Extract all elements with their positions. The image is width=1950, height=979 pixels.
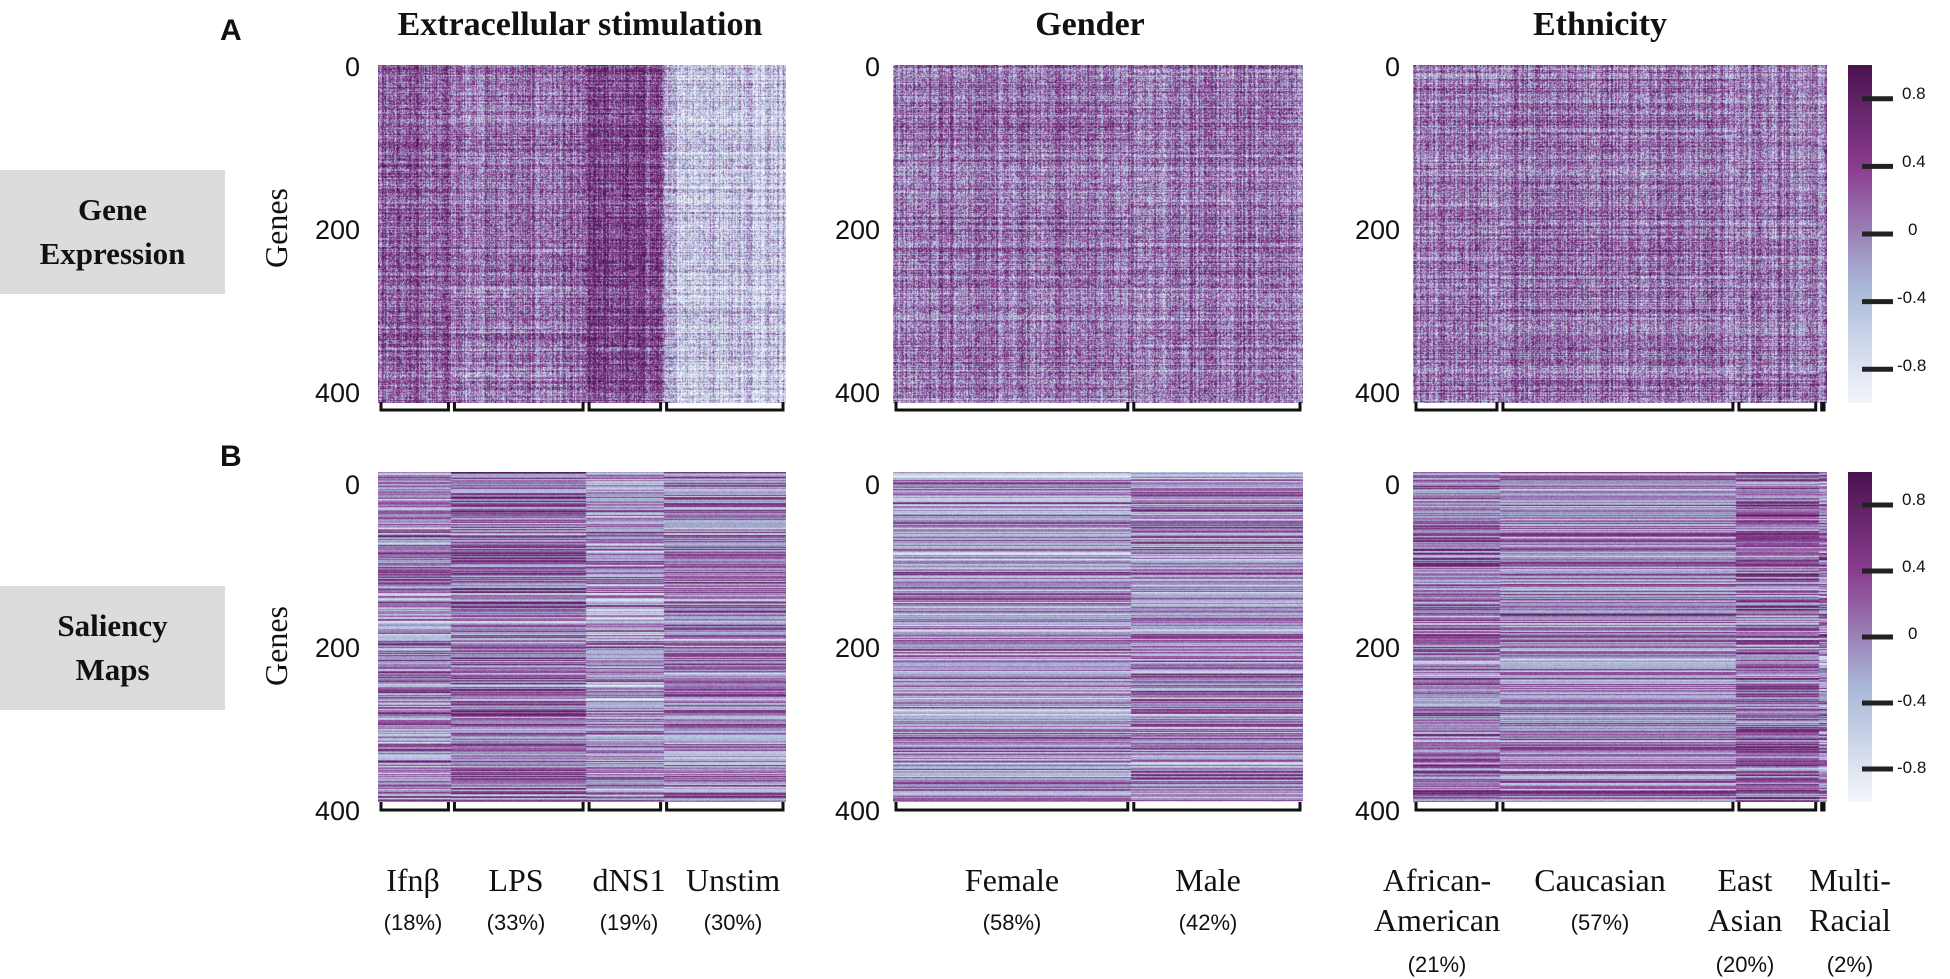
group-bracket (1737, 402, 1818, 412)
heatmap-saliency-gender (893, 472, 1303, 802)
colorbar-b-tick-0.4: 0.4 (1902, 557, 1926, 576)
group-bracket (379, 402, 450, 412)
panel-letter-b: B (220, 440, 242, 473)
ytick-b3-0: 0 (1384, 470, 1400, 500)
group-pct-dns1: (19%) (599, 910, 659, 935)
ytick-b1-200: 200 (314, 633, 360, 663)
group-label-multi-racial: Multi- Racial (1809, 862, 1891, 938)
ytick-a3-400: 400 (1354, 378, 1400, 408)
group-bracket (1501, 402, 1735, 412)
group-bracket (1132, 402, 1302, 412)
group-bracket (1820, 802, 1826, 812)
ytick-a1-0: 0 (344, 52, 360, 82)
ytick-a1-400: 400 (314, 378, 360, 408)
group-bracket (1414, 402, 1499, 412)
group-pct-unstim: (30%) (703, 910, 763, 935)
group-bracket (665, 402, 785, 412)
ytick-a2-400: 400 (834, 378, 880, 408)
row-label-gene-expression: Gene Expression (0, 170, 225, 294)
colorbar-b-tick-neg0.8: -0.8 (1897, 758, 1927, 777)
ytick-a3-0: 0 (1384, 52, 1400, 82)
row-label-saliency-maps: Saliency Maps (0, 586, 225, 710)
group-pct-male: (42%) (1178, 910, 1238, 935)
column-title-gender: Gender (1035, 6, 1145, 43)
row-label-saliency-maps-text: Saliency Maps (57, 608, 168, 687)
group-pct-multi-racial: (2%) (1826, 952, 1874, 977)
y-axis-label-a: Genes (258, 188, 294, 268)
heatmap-expression-stimulation (378, 65, 786, 403)
group-bracket (452, 402, 585, 412)
ytick-b3-200: 200 (1354, 633, 1400, 663)
group-bracket (894, 802, 1130, 812)
colorbar-a-tick-0: 0 (1908, 220, 1918, 239)
colorbar-expression (1848, 65, 1872, 403)
heatmap-saliency-stimulation (378, 472, 786, 802)
column-title-stimulation: Extracellular stimulation (397, 6, 763, 43)
ytick-a1-200: 200 (314, 215, 360, 245)
colorbar-a-tick-neg0.8: -0.8 (1897, 356, 1927, 375)
colorbar-b-tick-neg0.4: -0.4 (1897, 691, 1927, 710)
panel-letter-a: A (220, 14, 242, 47)
colorbar-a-tick-neg0.4: -0.4 (1897, 288, 1927, 307)
group-bracket (1820, 402, 1826, 412)
group-bracket (452, 802, 585, 812)
row-label-gene-expression-text: Gene Expression (39, 192, 186, 271)
group-label-unstim: Unstim (685, 862, 781, 898)
group-bracket (1737, 802, 1818, 812)
ytick-b2-400: 400 (834, 796, 880, 826)
colorbar-a-tick-0.8: 0.8 (1902, 84, 1926, 103)
group-pct-east-asian: (20%) (1715, 952, 1775, 977)
group-label-dns1: dNS1 (592, 862, 666, 898)
group-bracket (379, 802, 450, 812)
group-bracket (1501, 802, 1735, 812)
ytick-b1-0: 0 (344, 470, 360, 500)
colorbar-b-tick-0: 0 (1908, 624, 1918, 643)
group-label-lps: LPS (488, 862, 544, 898)
group-label-male: Male (1175, 862, 1241, 898)
group-pct-female: (58%) (982, 910, 1042, 935)
column-title-ethnicity: Ethnicity (1532, 6, 1668, 43)
group-label-african-american: African- American (1373, 862, 1501, 938)
group-bracket (894, 402, 1130, 412)
ytick-a2-0: 0 (864, 52, 880, 82)
group-pct-ifnb: (18%) (383, 910, 443, 935)
colorbar-a-tick-0.4: 0.4 (1902, 152, 1926, 171)
heatmap-saliency-ethnicity (1413, 472, 1827, 802)
group-label-caucasian: Caucasian (1534, 862, 1666, 898)
ytick-b3-400: 400 (1354, 796, 1400, 826)
y-axis-label-b: Genes (258, 606, 294, 686)
ytick-a2-200: 200 (834, 215, 880, 245)
group-pct-caucasian: (57%) (1570, 910, 1630, 935)
colorbar-b-tick-0.8: 0.8 (1902, 490, 1926, 509)
group-label-east-asian: East Asian (1707, 862, 1783, 938)
group-label-female: Female (964, 862, 1060, 898)
group-bracket (587, 402, 663, 412)
group-pct-african-american: (21%) (1407, 952, 1467, 977)
ytick-b2-200: 200 (834, 633, 880, 663)
group-label-ifnb: Ifnβ (386, 862, 440, 898)
group-pct-lps: (33%) (486, 910, 546, 935)
heatmap-expression-ethnicity (1413, 65, 1827, 403)
heatmap-expression-gender (893, 65, 1303, 403)
group-bracket (665, 802, 785, 812)
colorbar-saliency (1848, 472, 1872, 802)
ytick-b2-0: 0 (864, 470, 880, 500)
ytick-a3-200: 200 (1354, 215, 1400, 245)
group-bracket (587, 802, 663, 812)
group-bracket (1414, 802, 1499, 812)
ytick-b1-400: 400 (314, 796, 360, 826)
group-bracket (1132, 802, 1302, 812)
